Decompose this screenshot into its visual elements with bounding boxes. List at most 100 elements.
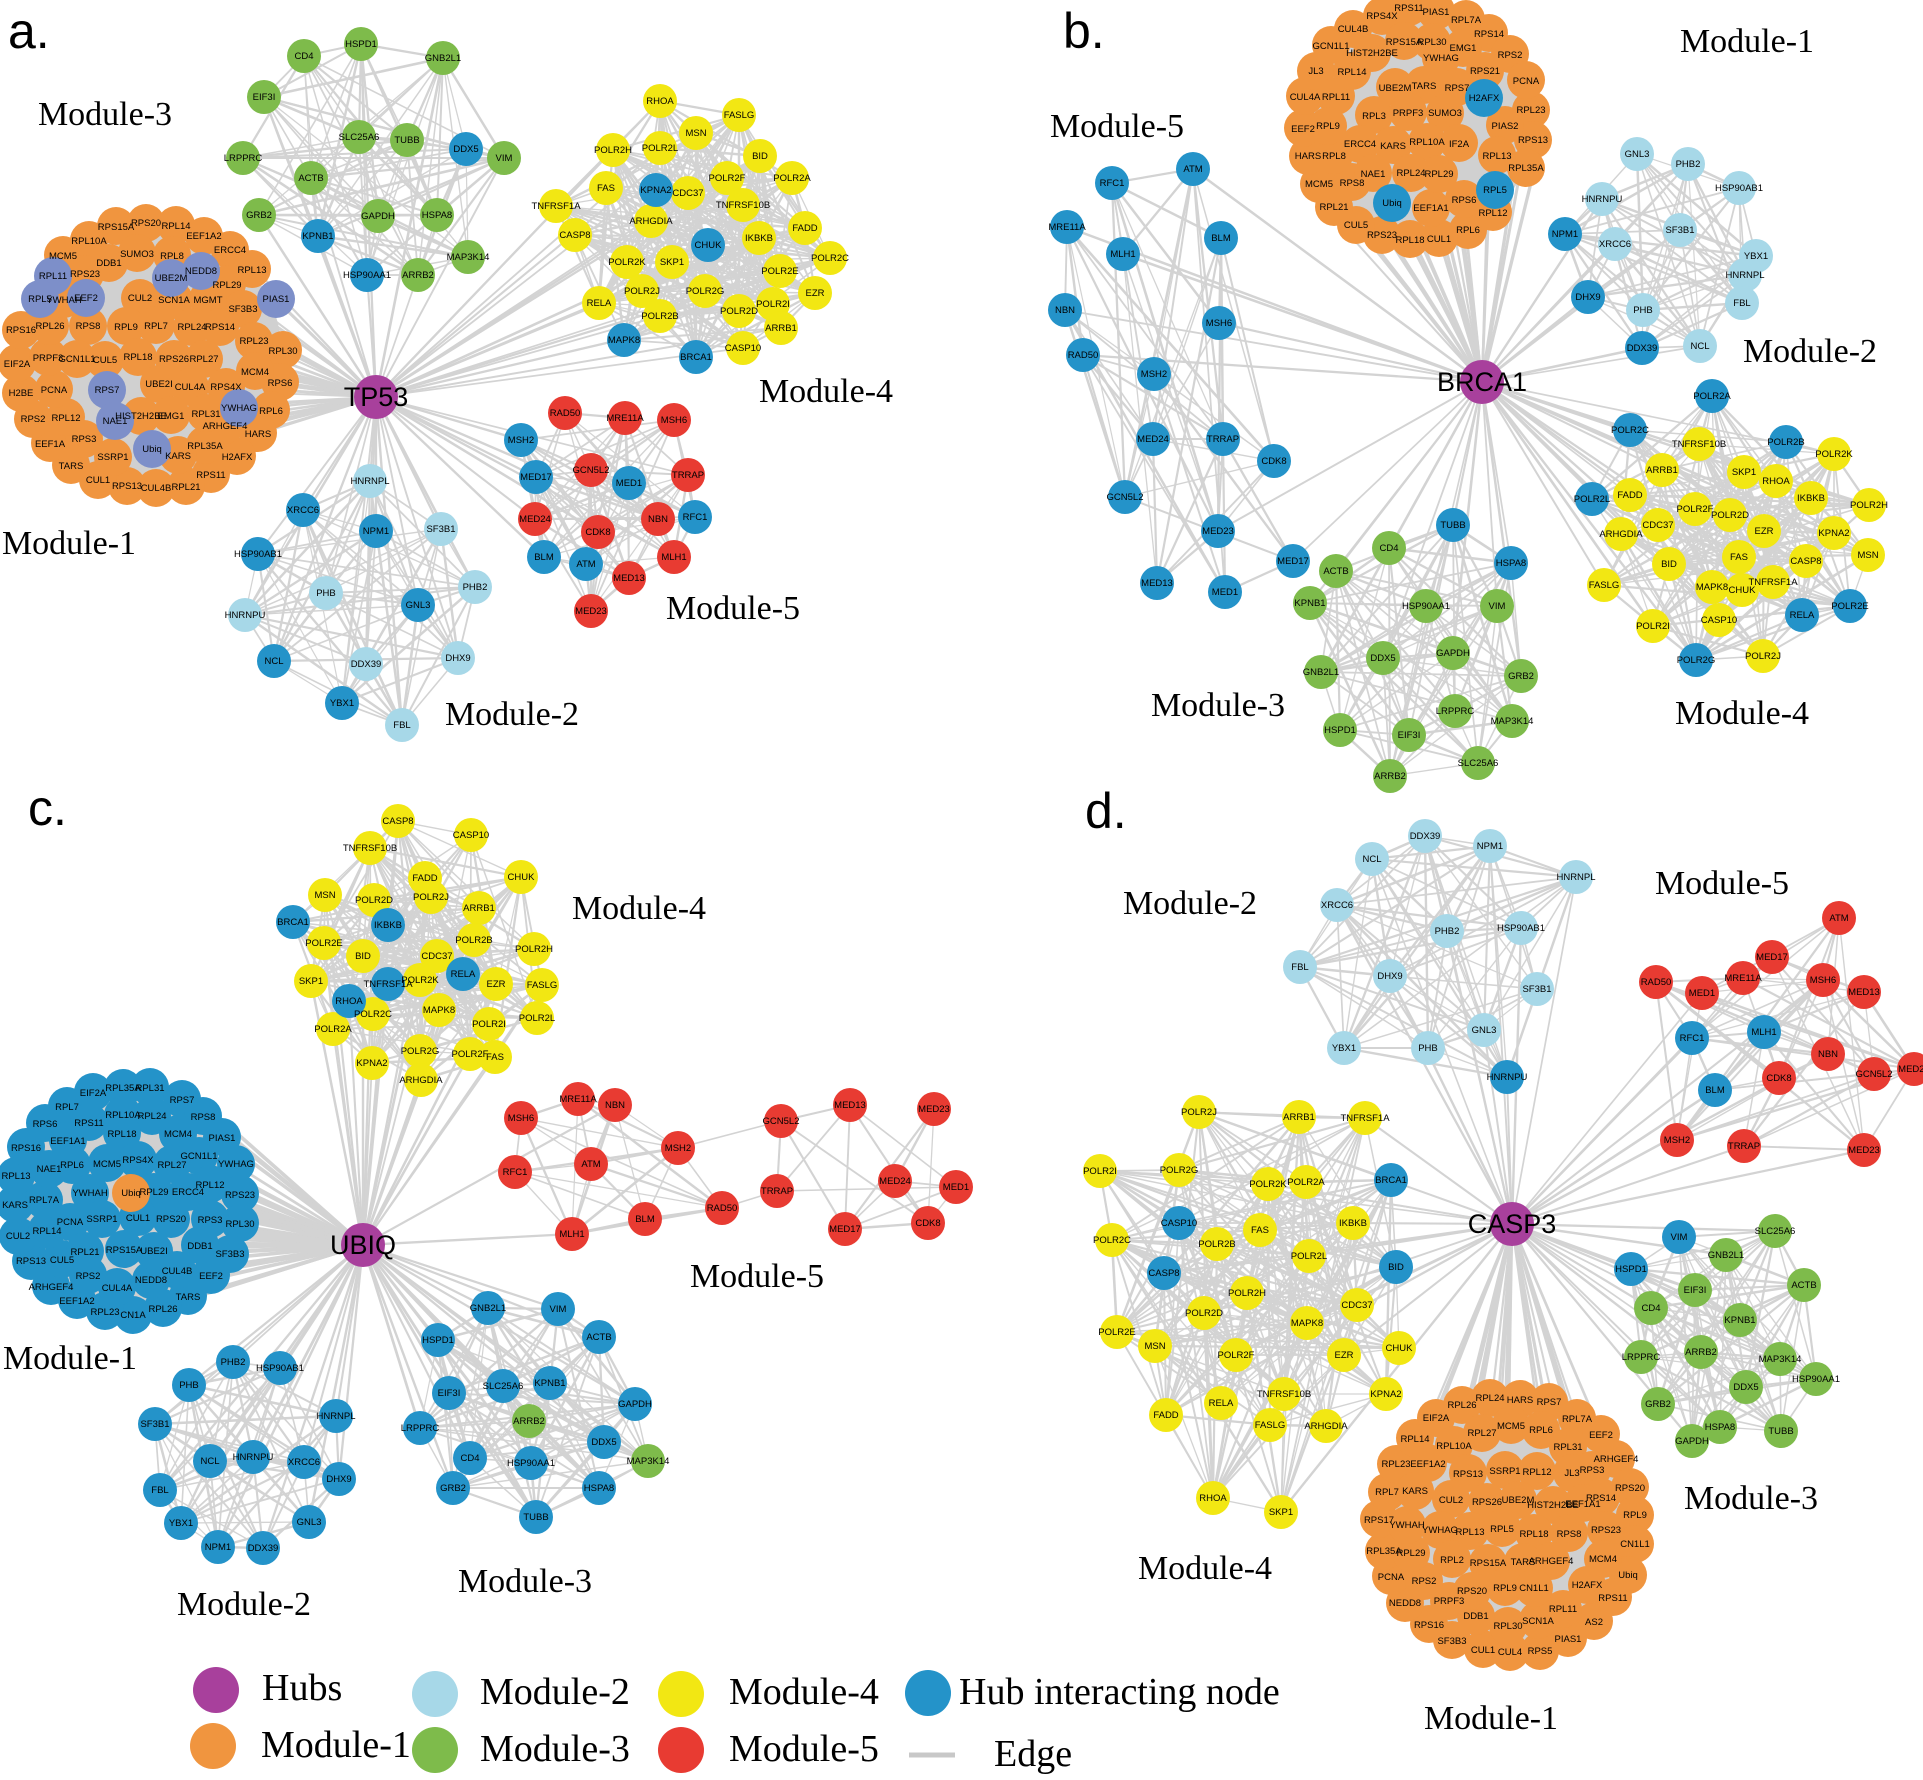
svg-text:PRPF3: PRPF3 bbox=[1434, 1596, 1465, 1607]
svg-text:a.: a. bbox=[8, 3, 50, 59]
svg-text:SSRP1: SSRP1 bbox=[86, 1214, 117, 1225]
svg-text:ACTB: ACTB bbox=[1791, 1280, 1816, 1291]
svg-text:SCN1A: SCN1A bbox=[1522, 1616, 1554, 1627]
svg-text:RPL8: RPL8 bbox=[1322, 151, 1346, 162]
svg-text:Ubiq: Ubiq bbox=[1382, 198, 1402, 209]
svg-text:RPS6: RPS6 bbox=[268, 378, 293, 389]
svg-text:MAPK8: MAPK8 bbox=[608, 335, 640, 346]
svg-text:EIF3I: EIF3I bbox=[253, 92, 276, 103]
svg-text:RPL11: RPL11 bbox=[1549, 1604, 1577, 1615]
svg-text:RPS7: RPS7 bbox=[1537, 1397, 1562, 1408]
svg-text:Module-1: Module-1 bbox=[2, 525, 136, 562]
svg-text:RPS6: RPS6 bbox=[33, 1119, 58, 1130]
svg-text:FASLG: FASLG bbox=[1589, 580, 1620, 591]
svg-text:TNFRSF1A: TNFRSF1A bbox=[1340, 1113, 1390, 1124]
svg-text:TNFRSF1A: TNFRSF1A bbox=[531, 201, 581, 212]
svg-text:EZR: EZR bbox=[487, 979, 506, 990]
svg-text:EEF2: EEF2 bbox=[74, 293, 98, 304]
svg-text:b.: b. bbox=[1063, 3, 1105, 59]
svg-text:RFC1: RFC1 bbox=[1100, 178, 1125, 189]
svg-text:PIAS1: PIAS1 bbox=[209, 1133, 236, 1144]
svg-text:HSPD1: HSPD1 bbox=[1324, 725, 1356, 736]
svg-text:CN1A: CN1A bbox=[120, 1310, 146, 1321]
svg-text:CASP8: CASP8 bbox=[382, 816, 413, 827]
svg-text:RPS3: RPS3 bbox=[72, 434, 97, 445]
svg-text:ARHGEF4: ARHGEF4 bbox=[29, 1282, 74, 1293]
svg-text:DDX39: DDX39 bbox=[1410, 831, 1441, 842]
svg-text:RPS16: RPS16 bbox=[6, 325, 36, 336]
svg-text:RPL18: RPL18 bbox=[107, 1129, 136, 1140]
svg-text:RPS8: RPS8 bbox=[76, 321, 101, 332]
svg-text:RPL29: RPL29 bbox=[1424, 169, 1453, 180]
svg-text:RHOA: RHOA bbox=[1199, 1493, 1227, 1504]
svg-text:MED23: MED23 bbox=[1202, 526, 1234, 537]
svg-text:NBN: NBN bbox=[605, 1100, 625, 1111]
svg-text:RPL21: RPL21 bbox=[171, 482, 200, 493]
svg-text:RFC1: RFC1 bbox=[503, 1167, 528, 1178]
svg-text:YWHAH: YWHAH bbox=[72, 1188, 108, 1199]
svg-text:POLR2H: POLR2H bbox=[515, 944, 553, 955]
svg-text:RPL14: RPL14 bbox=[32, 1226, 61, 1237]
svg-text:PHB: PHB bbox=[179, 1380, 199, 1391]
svg-text:Module-4: Module-4 bbox=[1675, 695, 1809, 732]
svg-text:ARRB1: ARRB1 bbox=[1646, 465, 1678, 476]
svg-text:SUMO3: SUMO3 bbox=[120, 249, 154, 260]
svg-text:RPS13: RPS13 bbox=[1453, 1469, 1483, 1480]
svg-text:RPS6: RPS6 bbox=[1452, 195, 1477, 206]
svg-text:Module-3: Module-3 bbox=[458, 1563, 592, 1600]
svg-text:GNB2L1: GNB2L1 bbox=[470, 1303, 506, 1314]
svg-text:DDX5: DDX5 bbox=[1733, 1382, 1758, 1393]
svg-text:KARS: KARS bbox=[1402, 1486, 1428, 1497]
svg-text:ARRB2: ARRB2 bbox=[513, 1416, 545, 1427]
svg-text:RPS20: RPS20 bbox=[1457, 1586, 1487, 1597]
svg-text:DHX9: DHX9 bbox=[326, 1474, 351, 1485]
svg-text:EIF2A: EIF2A bbox=[80, 1088, 107, 1099]
svg-text:MCM5: MCM5 bbox=[1305, 179, 1333, 190]
svg-text:GNL3: GNL3 bbox=[1625, 149, 1650, 160]
svg-text:RPS7: RPS7 bbox=[95, 385, 120, 396]
svg-text:MSH6: MSH6 bbox=[508, 1113, 534, 1124]
svg-text:SKP1: SKP1 bbox=[299, 976, 323, 987]
svg-text:YBX1: YBX1 bbox=[1744, 251, 1768, 262]
svg-text:HSP90AB1: HSP90AB1 bbox=[234, 549, 282, 560]
svg-text:RPL7A: RPL7A bbox=[1562, 1414, 1593, 1425]
svg-text:CUL4: CUL4 bbox=[1498, 1647, 1522, 1658]
svg-text:PCNA: PCNA bbox=[1378, 1572, 1405, 1583]
svg-text:ARRB2: ARRB2 bbox=[402, 270, 434, 281]
svg-text:HSPA8: HSPA8 bbox=[1705, 1422, 1735, 1433]
svg-text:HNRNPL: HNRNPL bbox=[1556, 872, 1595, 883]
svg-text:RPL10A: RPL10A bbox=[105, 1110, 141, 1121]
svg-text:MED17: MED17 bbox=[829, 1224, 861, 1235]
svg-text:LRPPRC: LRPPRC bbox=[1436, 706, 1475, 717]
svg-text:NBN: NBN bbox=[1818, 1049, 1838, 1060]
svg-text:POLR2L: POLR2L bbox=[1574, 494, 1610, 505]
svg-text:RPL6: RPL6 bbox=[259, 406, 283, 417]
svg-text:CASP10: CASP10 bbox=[453, 830, 489, 841]
svg-text:MLH1: MLH1 bbox=[1751, 1027, 1776, 1038]
svg-text:SF3B1: SF3B1 bbox=[1665, 225, 1694, 236]
svg-text:Module-4: Module-4 bbox=[572, 890, 706, 927]
svg-text:TNFRSF10B: TNFRSF10B bbox=[1672, 439, 1726, 450]
svg-text:RPL2: RPL2 bbox=[1440, 1555, 1464, 1566]
svg-text:EEF1A2: EEF1A2 bbox=[1410, 1459, 1445, 1470]
svg-text:CUL4B: CUL4B bbox=[1338, 24, 1369, 35]
svg-text:GNL3: GNL3 bbox=[297, 1517, 322, 1528]
svg-text:BRCA1: BRCA1 bbox=[1437, 367, 1527, 397]
svg-text:KARS: KARS bbox=[1380, 141, 1406, 152]
svg-text:HNRNPU: HNRNPU bbox=[1582, 194, 1623, 205]
svg-text:SLC25A6: SLC25A6 bbox=[1458, 758, 1499, 769]
svg-text:RPL26: RPL26 bbox=[148, 1304, 177, 1315]
svg-text:RPS2: RPS2 bbox=[1498, 50, 1523, 61]
svg-text:RPS14: RPS14 bbox=[1474, 29, 1504, 40]
svg-text:RPS7: RPS7 bbox=[170, 1095, 195, 1106]
svg-text:POLR2A: POLR2A bbox=[1693, 391, 1731, 402]
svg-text:CUL4B: CUL4B bbox=[162, 1266, 193, 1277]
svg-text:MCM5: MCM5 bbox=[1497, 1421, 1525, 1432]
svg-text:CD4: CD4 bbox=[460, 1453, 479, 1464]
svg-text:YWHAG: YWHAG bbox=[1422, 1525, 1458, 1536]
svg-text:EMG1: EMG1 bbox=[1450, 43, 1477, 54]
svg-text:XRCC6: XRCC6 bbox=[1321, 900, 1353, 911]
svg-text:EEF2: EEF2 bbox=[1291, 124, 1315, 135]
svg-text:RPL24: RPL24 bbox=[137, 1111, 166, 1122]
svg-text:POLR2L: POLR2L bbox=[1291, 1251, 1327, 1262]
